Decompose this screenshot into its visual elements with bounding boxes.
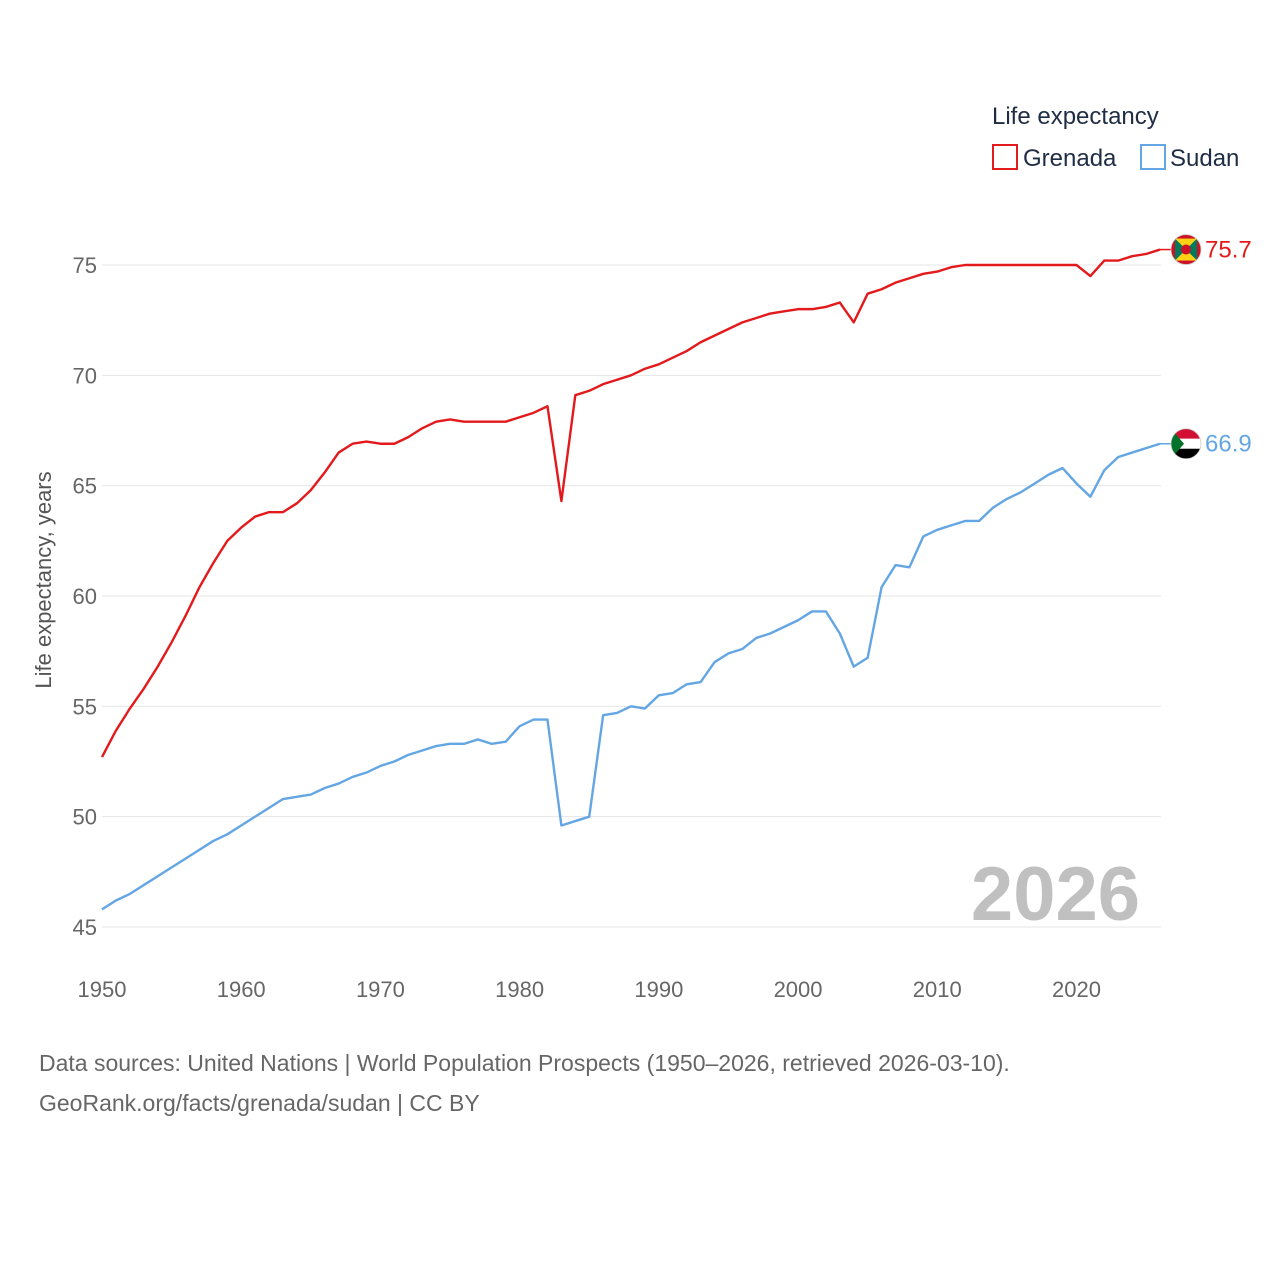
- legend-label-sudan: Sudan: [1170, 145, 1239, 172]
- end-value-label-sudan: 66.9: [1205, 431, 1252, 458]
- x-axis-ticks: 1950 1960 1970 1980 1990 2000 2010 2020: [78, 977, 1101, 1002]
- legend-item-grenada[interactable]: Grenada: [992, 144, 1117, 172]
- y-tick-label: 75: [73, 253, 97, 278]
- series-lines: [100, 248, 1161, 911]
- y-tick-label: 70: [73, 363, 97, 388]
- credit-link[interactable]: GeoRank.org/facts/grenada/sudan | CC BY: [39, 1090, 480, 1116]
- x-tick-label: 1970: [356, 977, 405, 1002]
- y-tick-label: 50: [73, 805, 97, 830]
- grid-lines: [102, 264, 1161, 928]
- grenada-flag-icon: [1170, 234, 1202, 265]
- x-tick-label: 2020: [1052, 977, 1101, 1002]
- legend-swatch-grenada: [992, 144, 1018, 170]
- legend-item-sudan[interactable]: Sudan: [1140, 144, 1239, 172]
- sudan-flag-icon: [1170, 428, 1202, 460]
- x-tick-label: 1960: [217, 977, 266, 1002]
- chart-footer: Data sources: United Nations | World Pop…: [39, 1043, 1010, 1123]
- legend: Life expectancy Grenada Sudan: [992, 103, 1239, 172]
- y-tick-label: 65: [73, 474, 97, 499]
- x-tick-label: 1980: [495, 977, 544, 1002]
- life-expectancy-chart: 45 50 55 60 65 70 75 1950 1960 1970 1980 1990 2000 2…: [31, 103, 1252, 1002]
- x-tick-label: 1950: [78, 977, 127, 1002]
- series-line-grenada[interactable]: [100, 248, 1161, 758]
- legend-label-grenada: Grenada: [1023, 145, 1117, 172]
- year-watermark: 2026: [971, 852, 1140, 937]
- y-axis-title: Life expectancy, years: [31, 471, 56, 688]
- y-tick-label: 55: [73, 694, 97, 719]
- legend-title: Life expectancy: [992, 103, 1159, 130]
- x-tick-label: 1990: [634, 977, 683, 1002]
- legend-swatch-sudan: [1140, 144, 1166, 170]
- x-tick-label: 2010: [913, 977, 962, 1002]
- x-tick-label: 2000: [774, 977, 823, 1002]
- series-end-labels: 75.7 66.9: [1160, 234, 1252, 460]
- y-tick-label: 45: [73, 915, 97, 940]
- series-line-sudan[interactable]: [101, 442, 1161, 911]
- y-tick-label: 60: [73, 584, 97, 609]
- y-axis-ticks: 45 50 55 60 65 70 75: [73, 253, 97, 940]
- end-value-label-grenada: 75.7: [1205, 237, 1252, 264]
- data-source-note: Data sources: United Nations | World Pop…: [39, 1050, 1010, 1076]
